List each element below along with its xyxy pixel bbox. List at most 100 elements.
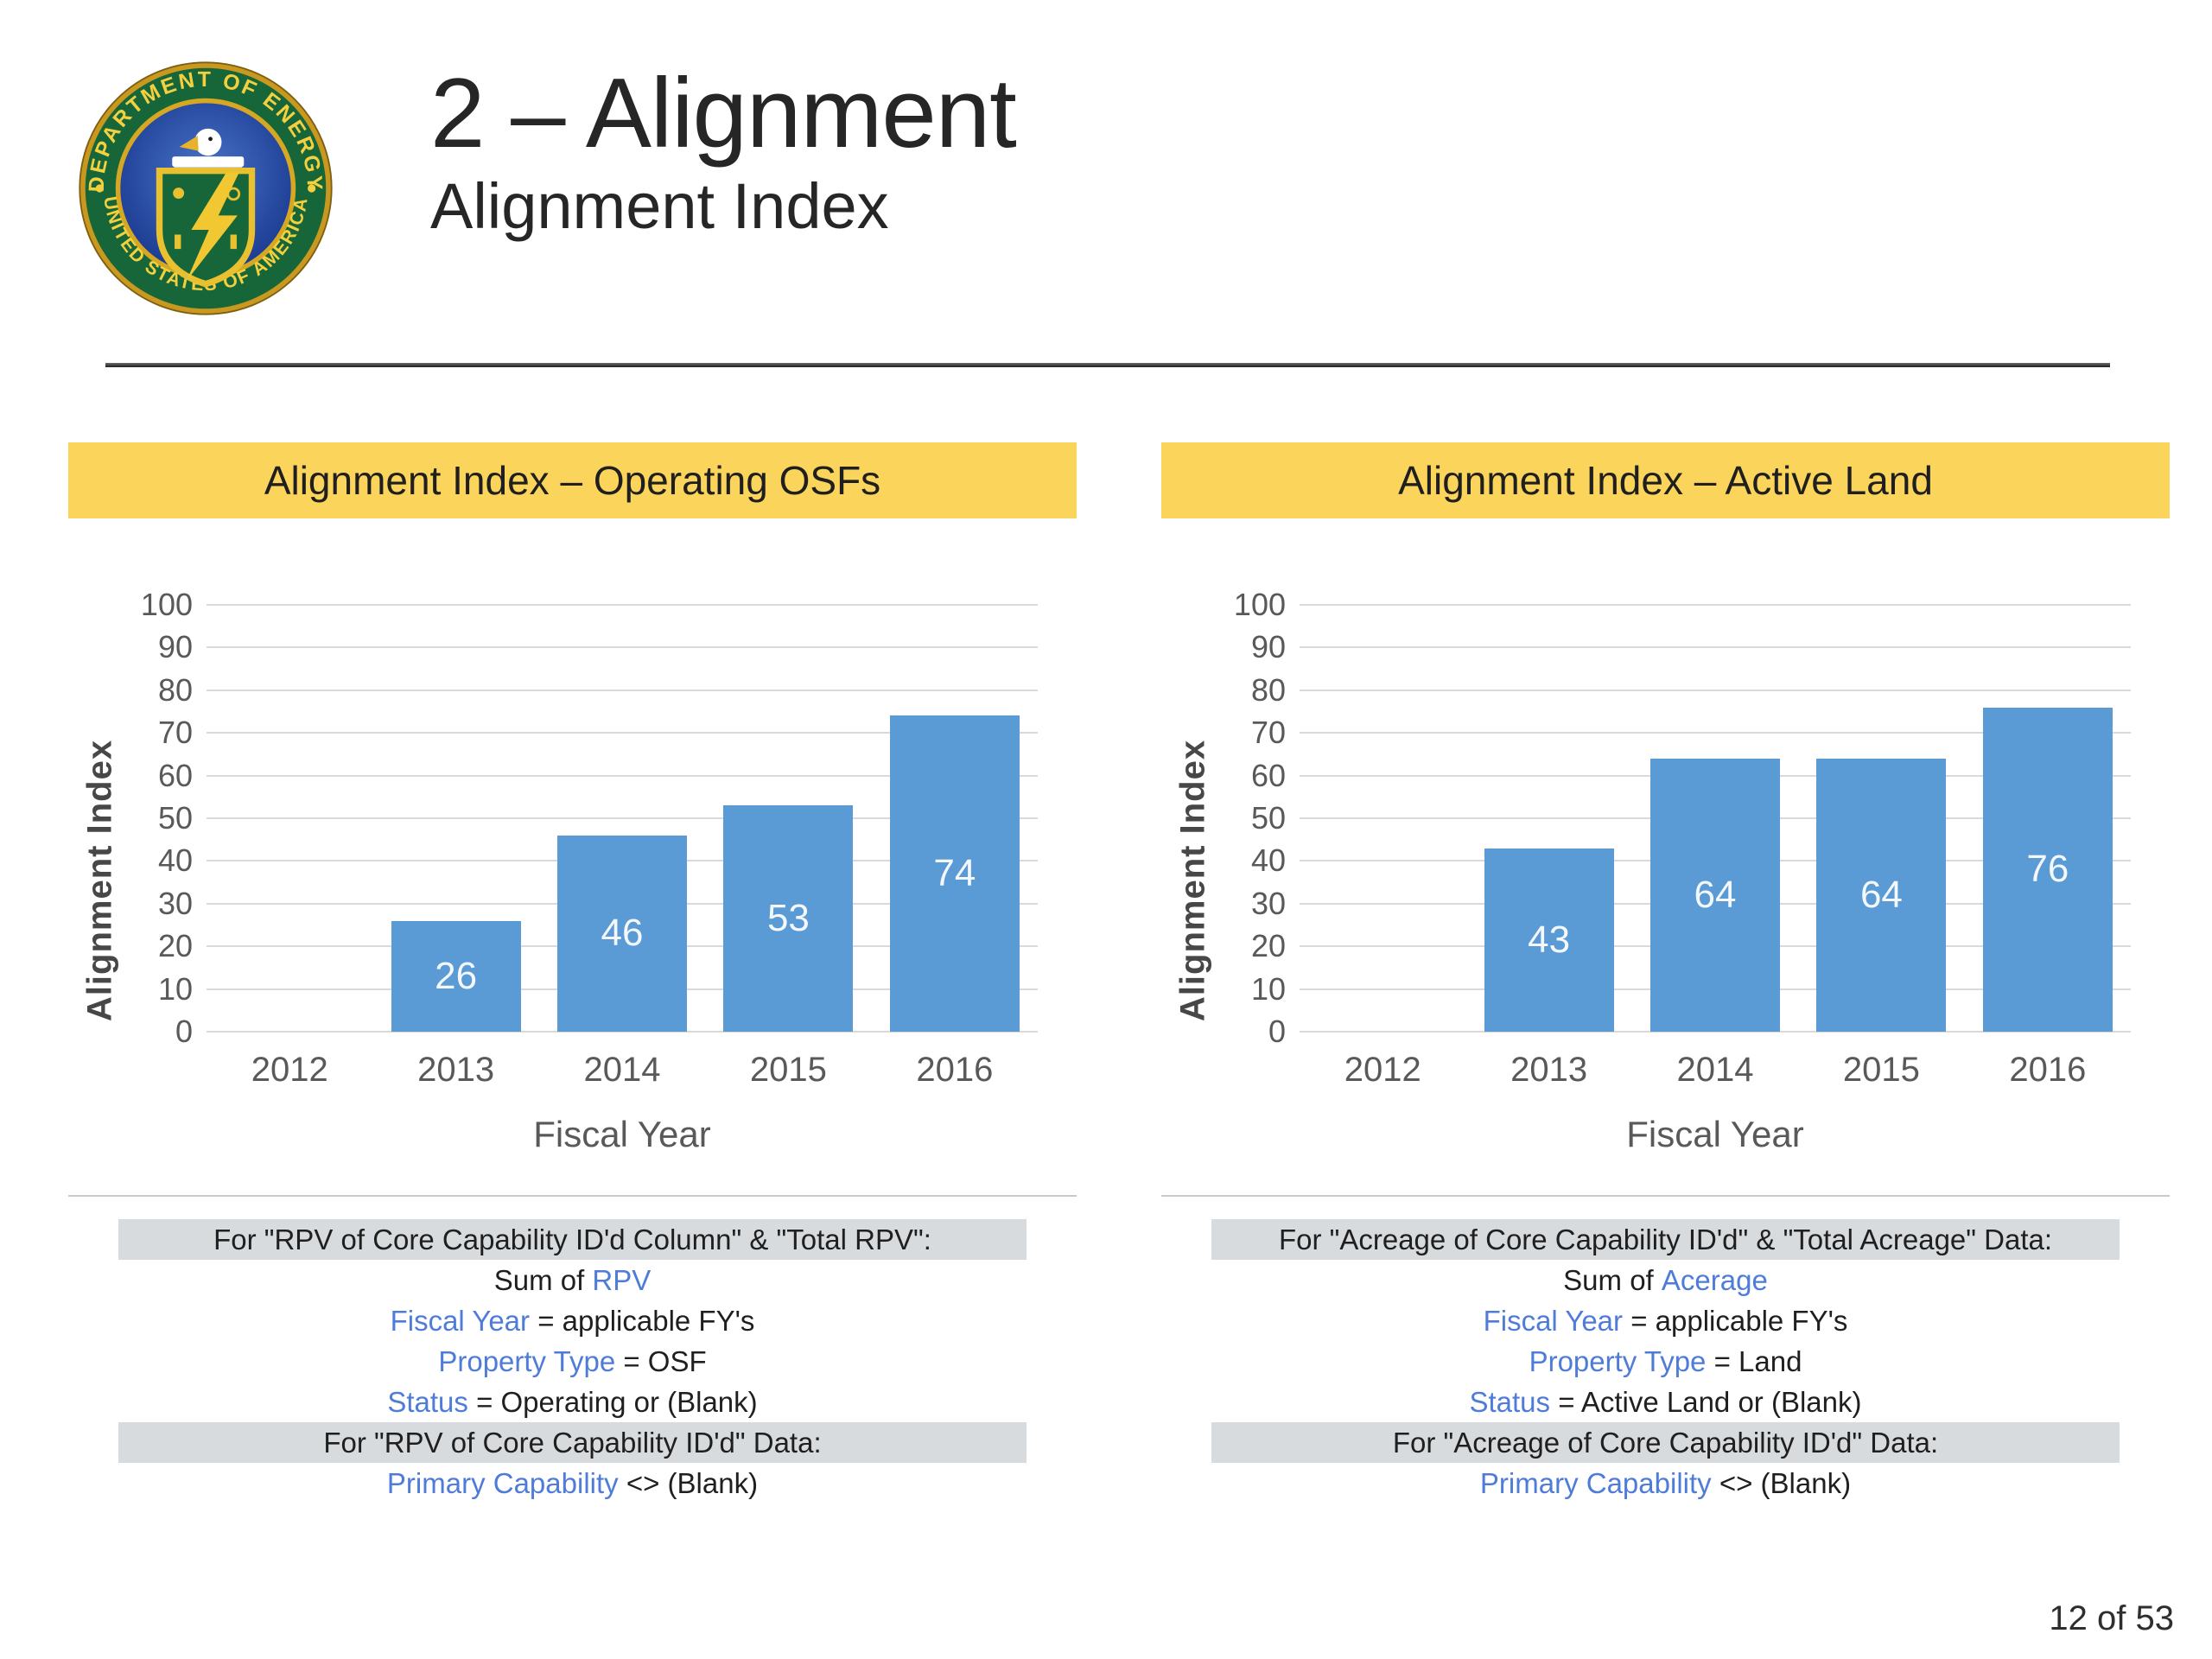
y-tick-label: 40 [1250, 842, 1286, 879]
bar-value-label: 64 [1859, 873, 1903, 916]
y-tick-label: 10 [1250, 970, 1286, 1007]
bar-chart-operating-osfs: Alignment Index 0 10 20 30 40 50 60 70 80 90 100 26 4… [68, 587, 1077, 1155]
note-text: For "Acreage of Core Capability ID'd" Da… [1392, 1426, 1939, 1459]
note-text: = Land [1706, 1344, 1802, 1377]
gridline [1300, 646, 2131, 649]
note-text: Sum of [493, 1263, 593, 1296]
note-text: For "Acreage of Core Capability ID'd" & … [1278, 1223, 2053, 1255]
y-tick-label: 30 [1250, 885, 1286, 921]
y-axis-title: Alignment Index [80, 739, 119, 1021]
y-tick-label: 90 [1250, 629, 1286, 665]
note-row: Status = Operating or (Blank) [68, 1382, 1077, 1422]
y-axis-title-wrap: Alignment Index [73, 605, 127, 1155]
pivot-field-name: Status [1469, 1385, 1551, 1418]
x-tick-label: 2016 [2009, 1051, 2087, 1089]
note-row: Fiscal Year = applicable FY's [68, 1300, 1077, 1341]
x-tick-label: 2016 [916, 1051, 994, 1089]
gridline [1300, 1031, 2131, 1033]
bars-layer: 43 64 64 76 [1300, 605, 2131, 1032]
y-axis-title-wrap: Alignment Index [1166, 605, 1220, 1155]
bar-value-label: 26 [435, 954, 478, 997]
page-number: 12 of 53 [2049, 1599, 2174, 1637]
gridline [1300, 732, 2131, 734]
pivot-field-name: Acerage [1661, 1263, 1768, 1296]
panels: Alignment Index – Operating OSFs Alignme… [68, 442, 2170, 1503]
chart-area: Alignment Index 0 10 20 30 40 50 60 70 80 90 100 43 6… [1161, 587, 2170, 1155]
note-text: <> (Blank) [1711, 1466, 1852, 1499]
bar-2014: 64 [1649, 758, 1781, 1032]
pivot-field-name: Fiscal Year [1483, 1304, 1624, 1337]
x-axis-title: Fiscal Year [1626, 1114, 1804, 1154]
bar-2013: 26 [391, 920, 521, 1032]
bar-slot-2015: 53 [705, 605, 871, 1032]
note-text: = Operating or (Blank) [467, 1385, 758, 1418]
gridline [207, 1031, 1038, 1033]
x-tick-label: 2015 [1842, 1051, 1920, 1089]
note-text: = OSF [615, 1344, 707, 1377]
x-tick-label: 2012 [251, 1051, 328, 1089]
plot-area: 26 46 53 74 [207, 604, 1038, 1033]
note-row: Primary Capability <> (Blank) [68, 1463, 1077, 1503]
panel-banner-operating-osfs: Alignment Index – Operating OSFs [68, 442, 1077, 518]
bar-slot-2013: 43 [1465, 605, 1631, 1032]
y-axis-title: Alignment Index [1173, 739, 1212, 1021]
note-row: Status = Active Land or (Blank) [1161, 1382, 2170, 1422]
gridline [207, 774, 1038, 777]
header-divider [105, 363, 2110, 367]
bar-2015: 53 [723, 805, 854, 1032]
y-tick-label: 100 [1233, 587, 1286, 622]
bar-slot-2016: 76 [1965, 605, 2131, 1032]
x-tick-label: 2013 [417, 1051, 495, 1089]
bar-value-label: 46 [601, 912, 644, 955]
plot-column: 26 46 53 74 2012 2013 2014 2015 2016 Fiscal Year [207, 604, 1038, 1155]
bar-slot-2016: 74 [872, 605, 1038, 1032]
note-row: Sum of RPV [68, 1260, 1077, 1300]
bars-layer: 26 46 53 74 [207, 605, 1038, 1032]
gridline [207, 646, 1038, 649]
y-tick-label: 40 [157, 842, 193, 879]
y-tick-label: 90 [157, 629, 193, 665]
gridline [207, 604, 1038, 606]
bar-slot-2012 [1300, 605, 1465, 1032]
note-text: <> (Blank) [618, 1466, 759, 1499]
bar-value-label: 43 [1528, 918, 1571, 961]
doe-seal-logo: DEPARTMENT OF ENERGY UNITED STATES OF AM… [62, 40, 349, 337]
bar-slot-2014: 64 [1632, 605, 1798, 1032]
x-axis-labels: 2012 2013 2014 2015 2016 [1300, 1051, 2131, 1090]
note-text: For "RPV of Core Capability ID'd Column"… [213, 1223, 931, 1255]
y-tick-label: 80 [1250, 671, 1286, 708]
bar-value-label: 53 [766, 897, 810, 940]
bar-slot-2012 [207, 605, 372, 1032]
pivot-filter-notes-operating-osfs: For "RPV of Core Capability ID'd Column"… [68, 1219, 1077, 1503]
bar-slot-2015: 64 [1798, 605, 1964, 1032]
x-axis-title: Fiscal Year [533, 1114, 711, 1154]
x-tick-label: 2014 [1676, 1051, 1754, 1089]
gridline [1300, 689, 2131, 691]
page-subtitle: Alignment Index [430, 169, 889, 242]
y-tick-label: 20 [1250, 928, 1286, 964]
bar-2015: 64 [1816, 758, 1947, 1032]
note-text: = applicable FY's [530, 1304, 755, 1337]
bar-value-label: 76 [2026, 848, 2069, 891]
gridline [1300, 604, 2131, 606]
y-tick-label: 100 [140, 587, 193, 622]
seal-shield [156, 168, 256, 288]
chart-area: Alignment Index 0 10 20 30 40 50 60 70 80 90 100 26 4… [68, 587, 1077, 1155]
y-tick-label: 80 [157, 671, 193, 708]
bar-2016: 74 [889, 715, 1020, 1032]
panel-banner-active-land: Alignment Index – Active Land [1161, 442, 2170, 518]
y-axis-ticks: 0 10 20 30 40 50 60 70 80 90 100 [1220, 587, 1300, 1049]
x-axis-labels: 2012 2013 2014 2015 2016 [207, 1051, 1038, 1090]
doe-seal-image: DEPARTMENT OF ENERGY UNITED STATES OF AM… [79, 61, 333, 315]
pivot-filter-notes-active-land: For "Acreage of Core Capability ID'd" & … [1161, 1219, 2170, 1503]
x-tick-label: 2013 [1510, 1051, 1588, 1089]
x-tick-label: 2015 [749, 1051, 827, 1089]
bar-2016: 76 [1982, 707, 2113, 1032]
note-text: Sum of [1563, 1263, 1662, 1296]
note-highlight-row: For "Acreage of Core Capability ID'd" & … [1211, 1219, 2120, 1260]
pivot-field-name: Primary Capability [1479, 1466, 1712, 1499]
bar-2013: 43 [1484, 848, 1614, 1032]
lightning-bolt-icon [186, 172, 239, 281]
note-row: Property Type = OSF [68, 1341, 1077, 1382]
